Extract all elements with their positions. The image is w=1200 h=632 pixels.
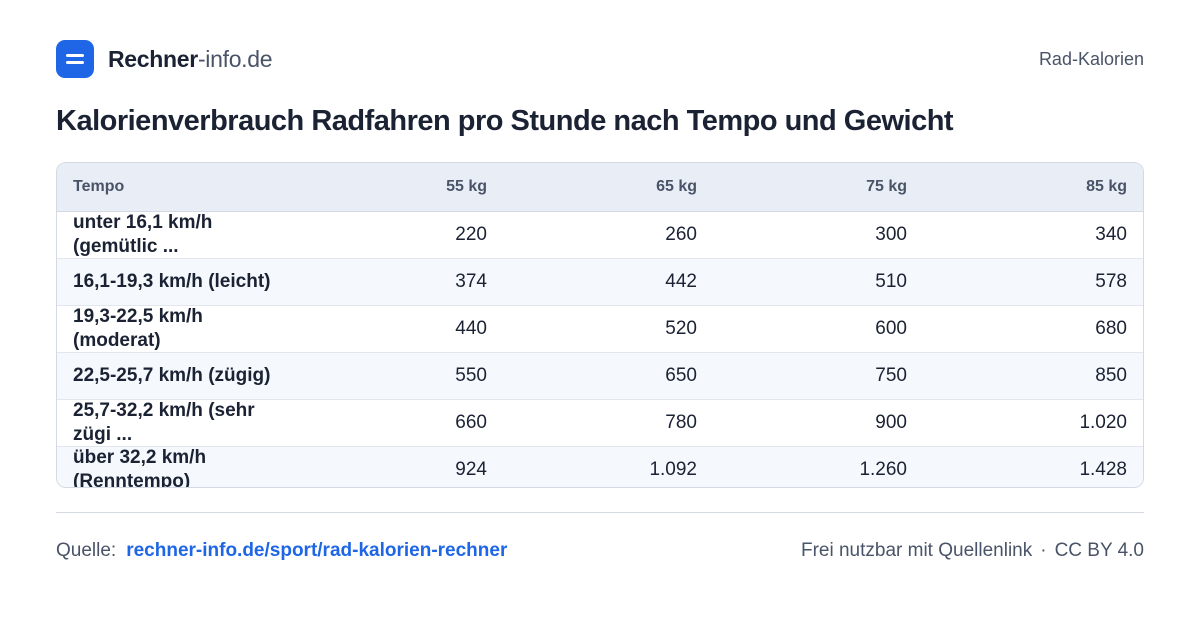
tempo-label: 22,5-25,7 km/h (zügig) bbox=[73, 364, 271, 386]
tempo-label: 25,7-32,2 km/h (sehr zügi ... bbox=[73, 399, 255, 445]
source-label: Quelle: bbox=[56, 540, 117, 561]
value-cell: 660 bbox=[455, 411, 487, 433]
table-row: über 32,2 km/h (Renntempo) 924 1.092 1.2… bbox=[57, 446, 1143, 488]
tempo-cell: 16,1-19,3 km/h (leicht) bbox=[57, 258, 293, 305]
value-cell: 1.092 bbox=[649, 458, 697, 480]
calorie-table: Tempo 55 kg 65 kg 75 kg 85 kg unter 16,1… bbox=[56, 162, 1144, 488]
value-cell: 1.020 bbox=[1079, 411, 1127, 433]
tempo-cell: unter 16,1 km/h (gemütlic ... bbox=[57, 211, 293, 258]
header: Rechner-info.de Rad-Kalorien bbox=[56, 40, 1144, 78]
brand-name: Rechner-info.de bbox=[108, 45, 273, 73]
value-cell: 850 bbox=[1095, 364, 1127, 386]
tempo-label: über 32,2 km/h (Renntempo) bbox=[73, 446, 207, 488]
value-cell: 600 bbox=[875, 317, 907, 339]
value-cell: 780 bbox=[665, 411, 697, 433]
value-cell: 442 bbox=[665, 270, 697, 292]
header-65kg: 65 kg bbox=[503, 163, 713, 212]
value-cell: 1.260 bbox=[859, 458, 907, 480]
header-55kg: 55 kg bbox=[293, 163, 503, 212]
table-row: 25,7-32,2 km/h (sehr zügi ... 660 780 90… bbox=[57, 399, 1143, 446]
tempo-cell: 25,7-32,2 km/h (sehr zügi ... bbox=[57, 399, 293, 446]
tempo-cell: über 32,2 km/h (Renntempo) bbox=[57, 446, 293, 488]
source-link[interactable]: rechner-info.de/sport/rad-kalorien-rechn… bbox=[126, 540, 508, 561]
tempo-cell: 19,3-22,5 km/h (moderat) bbox=[57, 305, 293, 352]
brand[interactable]: Rechner-info.de bbox=[56, 40, 273, 78]
header-85kg: 85 kg bbox=[923, 163, 1143, 212]
value-cell: 440 bbox=[455, 317, 487, 339]
value-cell: 650 bbox=[665, 364, 697, 386]
value-cell: 510 bbox=[875, 270, 907, 292]
separator-dot: · bbox=[1040, 540, 1047, 561]
value-cell: 900 bbox=[875, 411, 907, 433]
table-header-row: Tempo 55 kg 65 kg 75 kg 85 kg bbox=[57, 163, 1143, 212]
value-cell: 520 bbox=[665, 317, 697, 339]
tempo-label: 19,3-22,5 km/h (moderat) bbox=[73, 305, 203, 351]
table-row: 16,1-19,3 km/h (leicht) 374 442 510 578 bbox=[57, 258, 1143, 305]
page-title: Kalorienverbrauch Radfahren pro Stunde n… bbox=[56, 105, 954, 137]
value-cell: 1.428 bbox=[1079, 458, 1127, 480]
table-row: unter 16,1 km/h (gemütlic ... 220 260 30… bbox=[57, 211, 1143, 258]
value-cell: 550 bbox=[455, 364, 487, 386]
tempo-label: unter 16,1 km/h (gemütlic ... bbox=[73, 211, 213, 257]
source: Quelle: rechner-info.de/sport/rad-kalorie… bbox=[56, 540, 507, 562]
value-cell: 924 bbox=[455, 458, 487, 480]
table-row: 19,3-22,5 km/h (moderat) 440 520 600 680 bbox=[57, 305, 1143, 352]
value-cell: 300 bbox=[875, 223, 907, 245]
calculator-logo-icon bbox=[56, 40, 94, 78]
footer-divider bbox=[56, 512, 1144, 513]
header-tempo: Tempo bbox=[57, 163, 293, 212]
license-info: Frei nutzbar mit Quellenlink · CC BY 4.0 bbox=[801, 540, 1144, 562]
brand-name-strong: Rechner bbox=[108, 45, 198, 72]
footer: Quelle: rechner-info.de/sport/rad-kalorie… bbox=[56, 538, 1144, 564]
table-row: 22,5-25,7 km/h (zügig) 550 650 750 850 bbox=[57, 352, 1143, 399]
license-text: Frei nutzbar mit Quellenlink bbox=[800, 540, 1033, 561]
value-cell: 374 bbox=[455, 270, 487, 292]
value-cell: 340 bbox=[1095, 223, 1127, 245]
value-cell: 220 bbox=[455, 223, 487, 245]
value-cell: 750 bbox=[875, 364, 907, 386]
brand-name-light: -info.de bbox=[197, 45, 273, 72]
page-tagline: Rad-Kalorien bbox=[1038, 48, 1144, 69]
value-cell: 260 bbox=[665, 223, 697, 245]
value-cell: 578 bbox=[1095, 270, 1127, 292]
license-badge: CC BY 4.0 bbox=[1054, 540, 1144, 561]
tempo-cell: 22,5-25,7 km/h (zügig) bbox=[57, 352, 293, 399]
tempo-label: 16,1-19,3 km/h (leicht) bbox=[73, 270, 271, 292]
value-cell: 680 bbox=[1095, 317, 1127, 339]
header-75kg: 75 kg bbox=[713, 163, 923, 212]
